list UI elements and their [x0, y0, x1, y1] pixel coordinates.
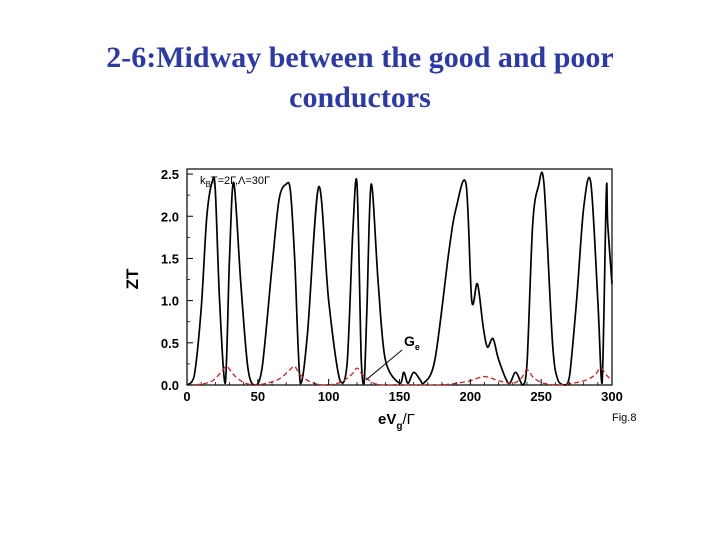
figure-label: Fig.8 — [612, 412, 636, 424]
y-tick-label: 1.0 — [161, 294, 179, 309]
y-tick-label: 0.5 — [161, 336, 179, 351]
x-tick-label: 300 — [601, 389, 623, 404]
y-tick-label: 1.5 — [161, 251, 179, 266]
slide-title-line2: conductors — [289, 81, 431, 114]
series-zt-line — [186, 171, 613, 386]
x-tick-label: 50 — [251, 389, 265, 404]
y-tick-label: 2.0 — [161, 209, 179, 224]
y-tick-label: 2.5 — [161, 167, 179, 182]
y-axis-title: ZT — [123, 268, 142, 289]
x-axis-title: eVg/Γ — [378, 411, 415, 432]
ge-pointer-line — [365, 349, 403, 381]
x-tick-label: 100 — [318, 389, 340, 404]
slide-title: 2-6:Midway between the good and poor con… — [60, 38, 660, 118]
x-tick-label: 150 — [389, 389, 411, 404]
x-tick-label: 250 — [530, 389, 552, 404]
x-tick-label: 200 — [459, 389, 481, 404]
y-tick-label: 0.0 — [161, 378, 179, 393]
slide-title-line1: 2-6:Midway between the good and poor — [106, 41, 614, 74]
x-tick-label: 0 — [183, 389, 190, 404]
parameter-legend: kBT=2Γ,Λ=30Γ — [200, 175, 270, 189]
ge-annotation: Ge — [404, 333, 420, 352]
